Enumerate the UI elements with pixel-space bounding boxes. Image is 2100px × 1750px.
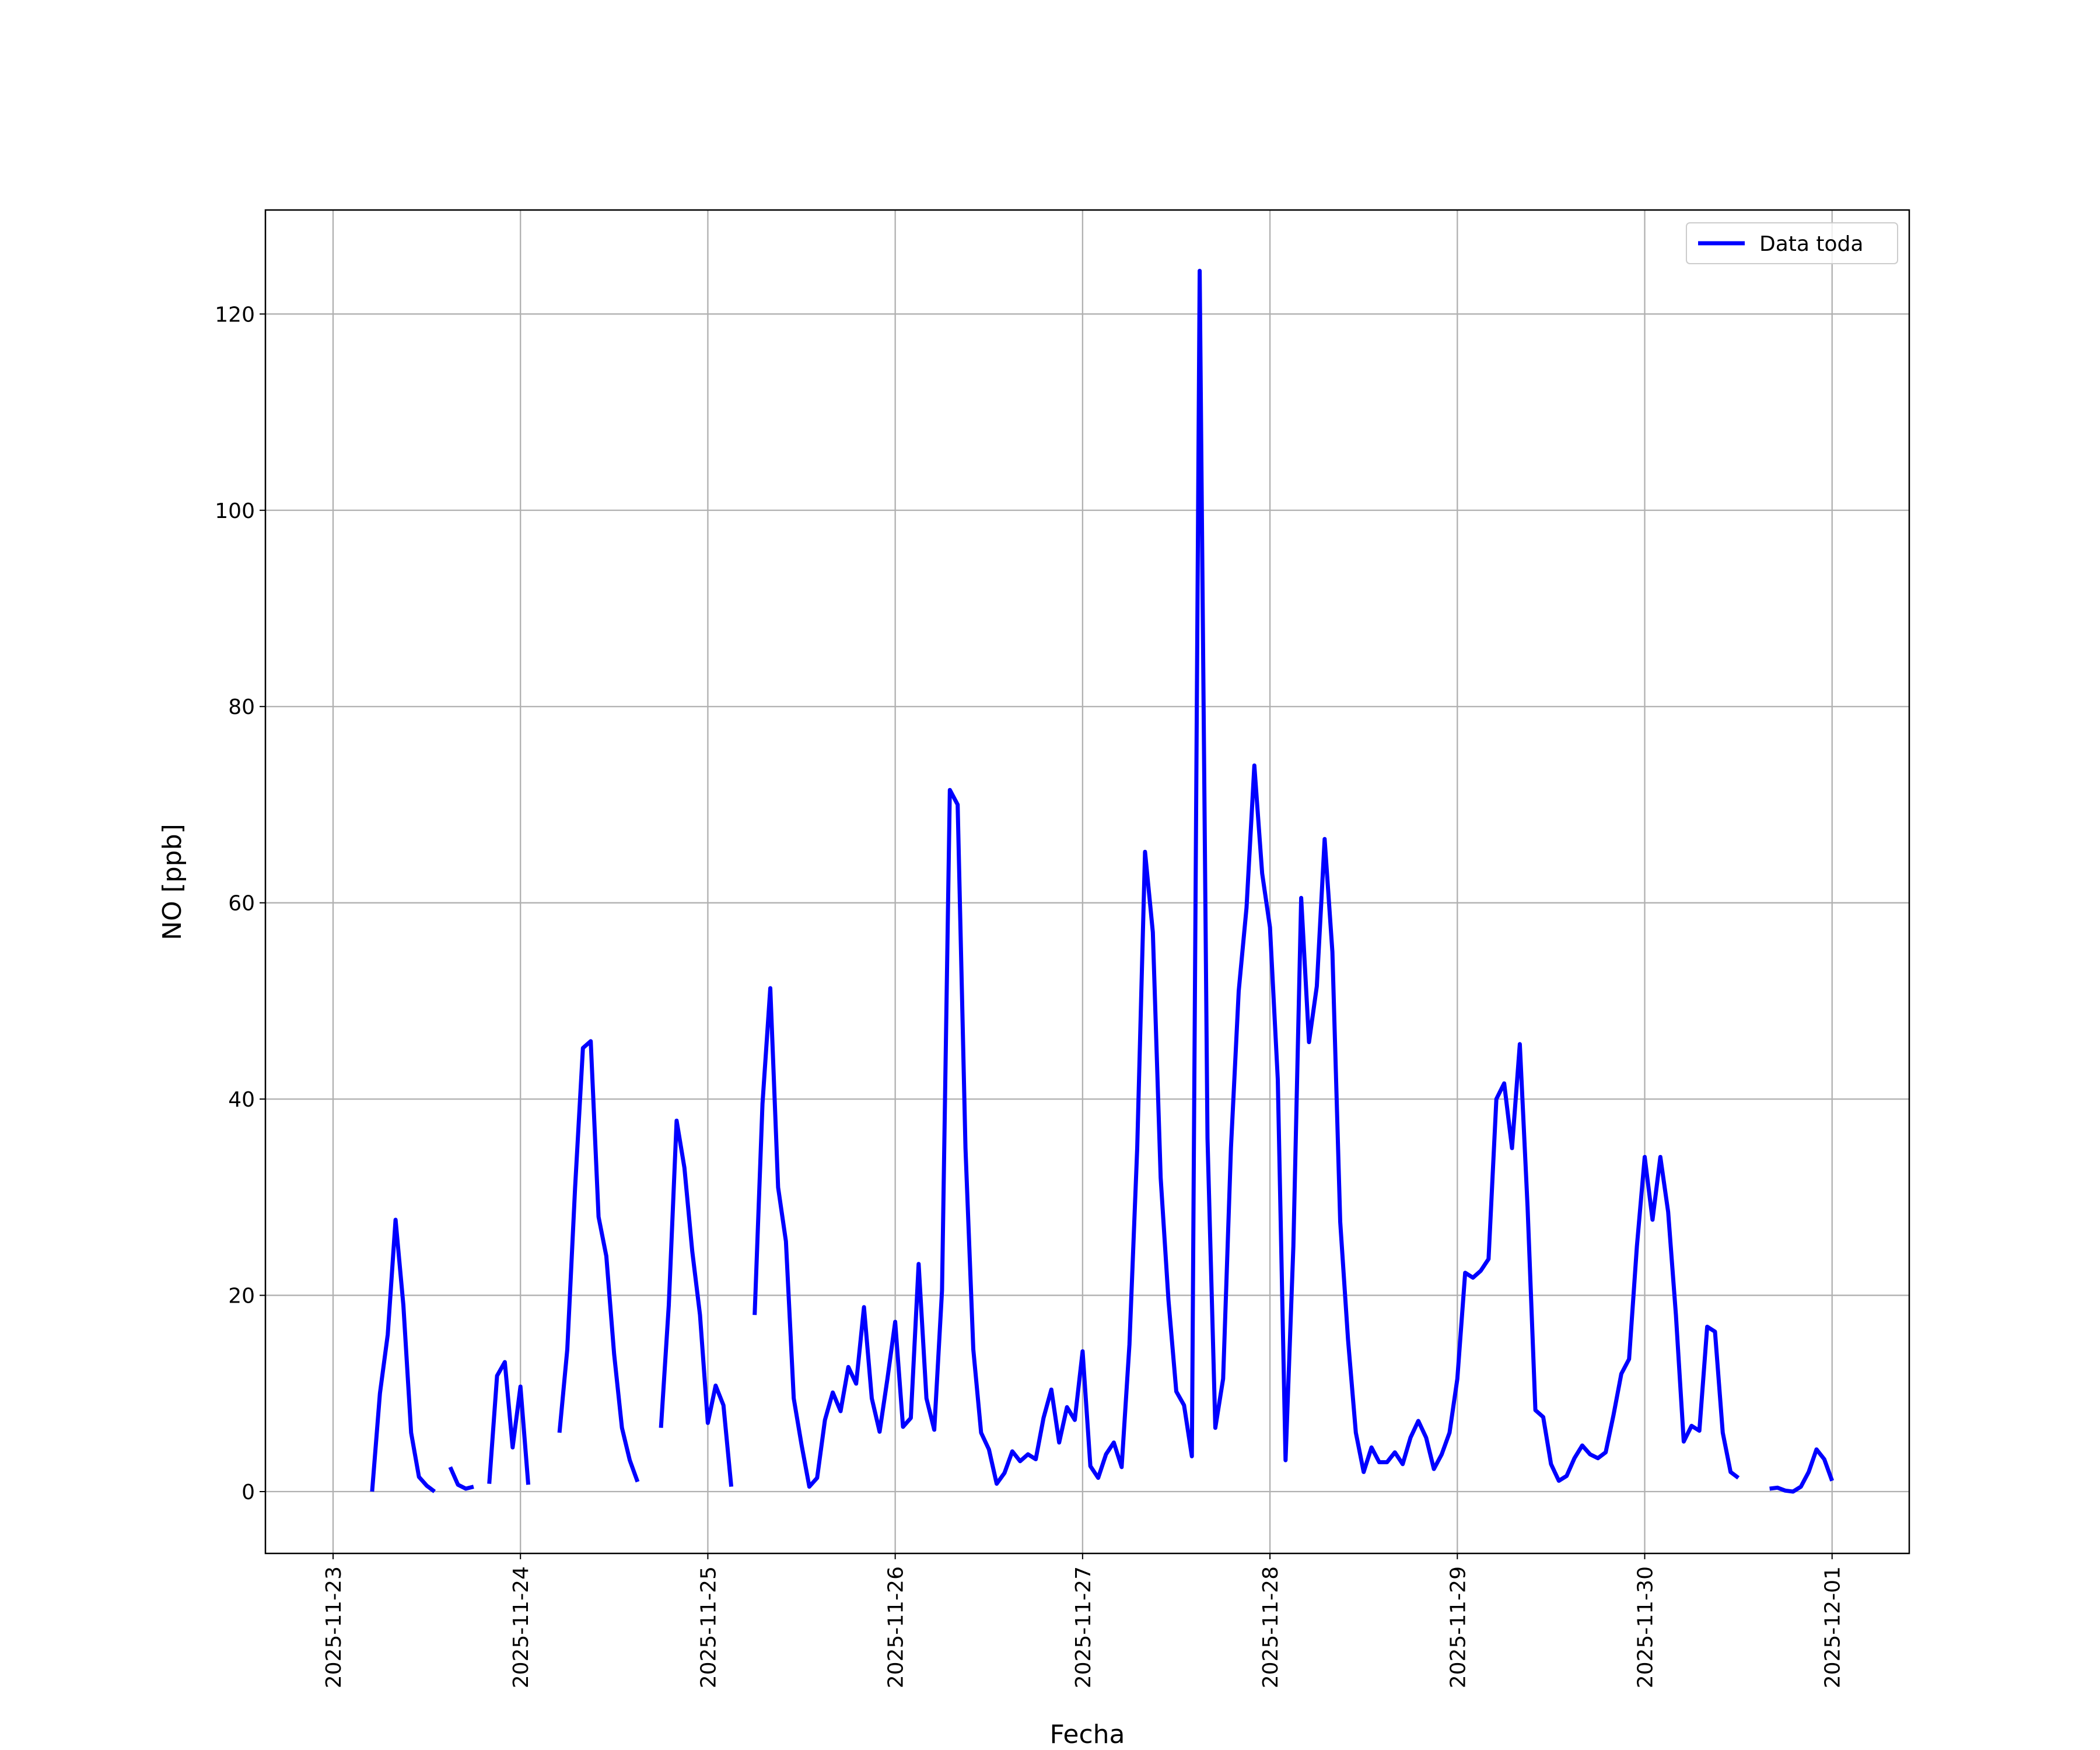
x-tick-label: 2025-11-29 [1446,1566,1470,1688]
y-axis-label: NO [ppb] [158,824,187,940]
x-tick-label: 2025-11-28 [1259,1566,1283,1688]
y-tick-label: 0 [242,1480,255,1504]
legend-label: Data toda [1759,232,1863,256]
x-tick-label: 2025-11-26 [884,1566,908,1688]
data-line [370,268,1834,1494]
y-tick-label: 60 [228,892,255,916]
y-tick-label: 20 [228,1284,255,1308]
x-tick-label: 2025-11-27 [1072,1566,1096,1688]
plot-frame [264,209,1910,1555]
x-tick-label: 2025-11-30 [1634,1566,1658,1688]
y-tick-label: 120 [215,303,255,327]
x-tick-label: 2025-12-01 [1821,1566,1845,1688]
x-tick-label: 2025-11-24 [509,1566,533,1688]
legend-box [1686,222,1898,264]
x-tick-label: 2025-11-23 [322,1566,346,1688]
x-tick-label: 2025-11-25 [696,1566,720,1688]
y-tick-label: 40 [228,1088,255,1112]
x-axis-label: Fecha [1049,1720,1125,1749]
y-tick-label: 100 [215,499,255,523]
y-tick-label: 80 [228,695,255,719]
